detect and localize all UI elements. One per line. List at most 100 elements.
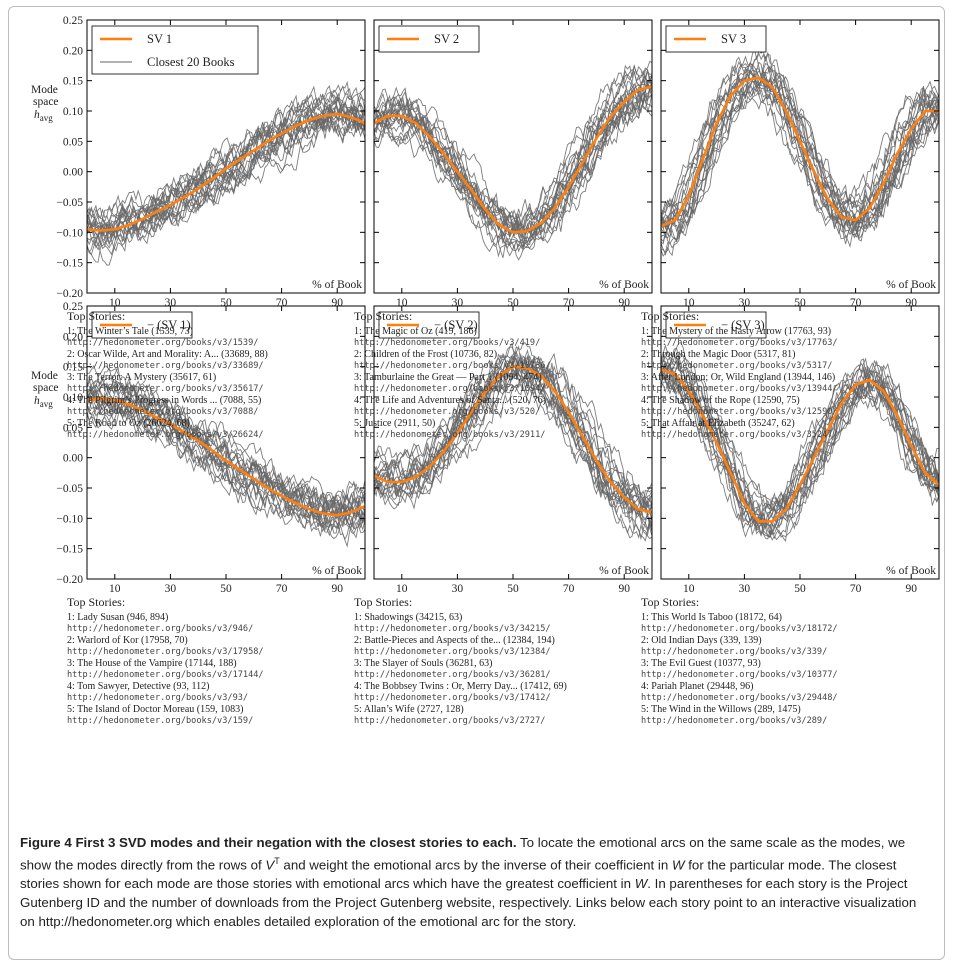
top-stories-header: Top Stories: <box>354 309 644 323</box>
story-link[interactable]: http://hedonometer.org/books/v3/289/ <box>641 716 931 728</box>
story-title: 2: Warlord of Kor (17958, 70) <box>67 635 357 647</box>
top-stories-5: Top Stories: 1: Shadowings (34215, 63) htt… <box>354 595 644 727</box>
story-title: 1: The Mystery of the Hasty Arrow (17763… <box>641 326 931 338</box>
caption-text-2: and weight the emotional arcs by the inv… <box>280 857 672 872</box>
story-link[interactable]: http://hedonometer.org/books/v3/946/ <box>67 624 357 636</box>
top-stories-header: Top Stories: <box>67 309 357 323</box>
story-title: 4: Pariah Planet (29448, 96) <box>641 681 931 693</box>
story-link[interactable]: http://hedonometer.org/books/v3/17412/ <box>354 693 644 705</box>
legend: SV 1Closest 20 Books <box>92 26 258 74</box>
y-tick-label: 0.15 <box>63 76 83 88</box>
top-stories-4: Top Stories: 1: Lady Susan (946, 894) http… <box>67 595 357 727</box>
story-link[interactable]: http://hedonometer.org/books/v3/34215/ <box>354 624 644 636</box>
story-title: 5: That Affair at Elizabeth (35247, 62) <box>641 418 931 430</box>
story-link[interactable]: http://hedonometer.org/books/v3/35617/ <box>67 384 357 396</box>
story-title: 5: The Wind in the Willows (289, 1475) <box>641 704 931 716</box>
story-link[interactable]: http://hedonometer.org/books/v3/1539/ <box>67 338 357 350</box>
story-link[interactable]: http://hedonometer.org/books/v3/18172/ <box>641 624 931 636</box>
story-link[interactable]: http://hedonometer.org/books/v3/29448/ <box>641 693 931 705</box>
story-link[interactable]: http://hedonometer.org/books/v3/33689/ <box>67 361 357 373</box>
story-link[interactable]: http://hedonometer.org/books/v3/159/ <box>67 716 357 728</box>
y-axis-label: Mode space havg <box>31 370 59 409</box>
caption-title: First 3 SVD modes and their negation wit… <box>75 835 516 850</box>
book-line <box>374 80 652 246</box>
x-axis-label: % of Book <box>312 565 362 577</box>
story-link[interactable]: http://hedonometer.org/books/v3/520/ <box>354 407 644 419</box>
story-link[interactable]: http://hedonometer.org/books/v3/17144/ <box>67 670 357 682</box>
legend-label: SV 2 <box>434 32 459 46</box>
story-link[interactable]: http://hedonometer.org/books/v3/12590/ <box>641 407 931 419</box>
figure-caption: Figure 4 First 3 SVD modes and their neg… <box>20 833 932 931</box>
story-title: 1: This World Is Taboo (18172, 64) <box>641 612 931 624</box>
x-tick-label: 30 <box>452 583 464 595</box>
plot-frame <box>374 20 652 293</box>
story-link[interactable]: http://hedonometer.org/books/v3/17763/ <box>641 338 931 350</box>
story-title: 4: The Shadow of the Rope (12590, 75) <box>641 395 931 407</box>
story-link[interactable]: http://hedonometer.org/books/v3/339/ <box>641 647 931 659</box>
book-line <box>374 70 652 249</box>
story-title: 2: Old Indian Days (339, 139) <box>641 635 931 647</box>
legend-label: SV 3 <box>721 32 746 46</box>
story-title: 2: Children of the Frost (10736, 82) <box>354 349 644 361</box>
story-title: 5: Justice (2911, 50) <box>354 418 644 430</box>
x-tick-label: 10 <box>396 583 408 595</box>
book-line <box>374 83 652 231</box>
x-tick-label: 70 <box>276 583 288 595</box>
caption-label: Figure 4 <box>20 835 72 850</box>
caption-w1: W <box>672 857 685 872</box>
story-title: 3: The Slayer of Souls (36281, 63) <box>354 658 644 670</box>
story-link[interactable]: http://hedonometer.org/books/v3/93/ <box>67 693 357 705</box>
x-tick-label: 90 <box>618 583 630 595</box>
story-link[interactable]: http://hedonometer.org/books/v3/10377/ <box>641 670 931 682</box>
story-title: 2: Through the Magic Door (5317, 81) <box>641 349 931 361</box>
story-title: 5: Allan’s Wife (2727, 128) <box>354 704 644 716</box>
x-tick-label: 10 <box>109 583 121 595</box>
y-tick-label: 0.00 <box>63 167 83 179</box>
book-lines <box>374 61 652 259</box>
story-title: 3: Tamburlaine the Great — Part 1 (1094,… <box>354 372 644 384</box>
story-title: 3: After London; Or, Wild England (13944… <box>641 372 931 384</box>
story-title: 4: Tom Sawyer, Detective (93, 112) <box>67 681 357 693</box>
story-link[interactable]: http://hedonometer.org/books/v3/36281/ <box>354 670 644 682</box>
story-link[interactable]: http://hedonometer.org/books/v3/2727/ <box>354 716 644 728</box>
story-title: 3: The House of the Vampire (17144, 188) <box>67 658 357 670</box>
story-link[interactable]: http://hedonometer.org/books/v3/1094/ <box>354 384 644 396</box>
y-tick-label: −0.20 <box>56 574 83 586</box>
x-tick-label: 10 <box>683 583 695 595</box>
y-axis-label: Mode space havg <box>31 84 59 123</box>
story-link[interactable]: http://hedonometer.org/books/v3/17958/ <box>67 647 357 659</box>
x-tick-label: 90 <box>331 583 343 595</box>
x-tick-label: 50 <box>220 583 232 595</box>
story-link[interactable]: http://hedonometer.org/books/v3/419/ <box>354 338 644 350</box>
y-tick-label: −0.10 <box>56 513 83 525</box>
story-link[interactable]: http://hedonometer.org/books/v3/35247/ <box>641 430 931 442</box>
y-tick-label: 0.25 <box>63 15 83 27</box>
book-line <box>374 70 652 246</box>
story-link[interactable]: http://hedonometer.org/books/v3/2911/ <box>354 430 644 442</box>
story-link[interactable]: http://hedonometer.org/books/v3/5317/ <box>641 361 931 373</box>
story-link[interactable]: http://hedonometer.org/books/v3/12384/ <box>354 647 644 659</box>
legend-label-books: Closest 20 Books <box>147 55 235 69</box>
chart-panel-2: 10 30 50 70 90% of BookSV 2 <box>374 20 652 309</box>
story-link[interactable]: http://hedonometer.org/books/v3/7088/ <box>67 407 357 419</box>
chart-panel-1: 10 30 50 70 90 0.25 0.20 0.15 0.10 0.05 0.00 −0.05 −… <box>31 15 365 309</box>
x-tick-label: 50 <box>794 583 806 595</box>
book-lines <box>87 83 365 266</box>
top-stories-1: Top Stories: 1: The Winter’s Tale (1539, … <box>67 309 357 441</box>
story-title: 5: The Road to Oz (26624, 68) <box>67 418 357 430</box>
story-title: 2: Oscar Wilde, Art and Morality: A... (… <box>67 349 357 361</box>
story-link[interactable]: http://hedonometer.org/books/v3/13944/ <box>641 384 931 396</box>
story-title: 5: The Island of Doctor Moreau (159, 108… <box>67 704 357 716</box>
story-title: 3: The Terror: A Mystery (35617, 61) <box>67 372 357 384</box>
y-tick-label: 0.20 <box>63 45 83 57</box>
story-title: 1: The Magic of Oz (419, 186) <box>354 326 644 338</box>
story-link[interactable]: http://hedonometer.org/books/v3/26624/ <box>67 430 357 442</box>
chart-panel-3: 10 30 50 70 90 % of Book SV 3 <box>661 20 939 309</box>
caption-w2: W <box>635 876 648 891</box>
y-tick-label: −0.20 <box>56 288 83 300</box>
y-tick-label: −0.05 <box>56 483 83 495</box>
y-tick-label: −0.15 <box>56 544 83 556</box>
story-link[interactable]: http://hedonometer.org/books/v3/10736/ <box>354 361 644 373</box>
story-title: 1: The Winter’s Tale (1539, 73) <box>67 326 357 338</box>
